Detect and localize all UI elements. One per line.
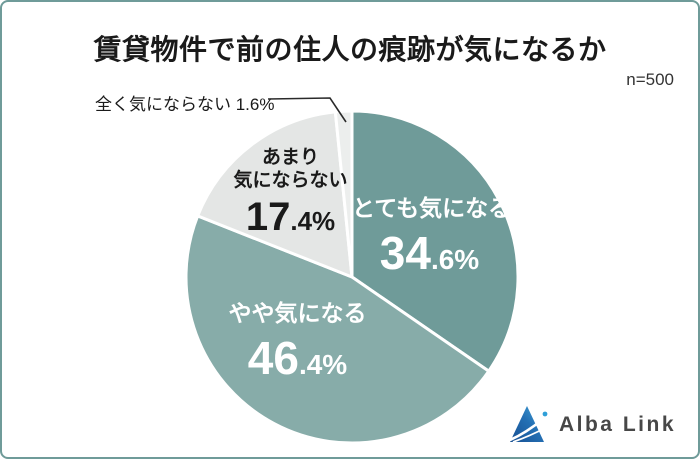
- pie-slice: [184, 213, 491, 445]
- label-somewhat: やや気になる 46.4%: [215, 300, 380, 381]
- slice-value: 34.6%: [379, 226, 480, 279]
- slice-name: とても気になる: [352, 195, 512, 221]
- pie-slice: [350, 109, 520, 374]
- label-not-at-all: 全く気にならない 1.6%: [95, 95, 275, 114]
- slice-value: 46.4%: [247, 331, 348, 384]
- alba-link-logo-text: Alba Link: [558, 412, 676, 436]
- chart-title: 賃貸物件で前の住人の痕跡が気になるか: [93, 34, 607, 65]
- slice-name: あまり 気にならない: [233, 147, 348, 191]
- label-not-much: あまり 気にならない 17.4%: [213, 147, 368, 237]
- slice-name: やや気になる: [228, 300, 367, 326]
- pie-chart: [184, 109, 520, 445]
- slice-value: 17.4%: [245, 194, 336, 239]
- alba-link-logo: Alba Link: [509, 405, 676, 444]
- alba-link-logo-icon: [509, 406, 548, 443]
- sample-size-label: n=500: [626, 70, 674, 89]
- label-very: とても気になる 34.6%: [352, 195, 512, 279]
